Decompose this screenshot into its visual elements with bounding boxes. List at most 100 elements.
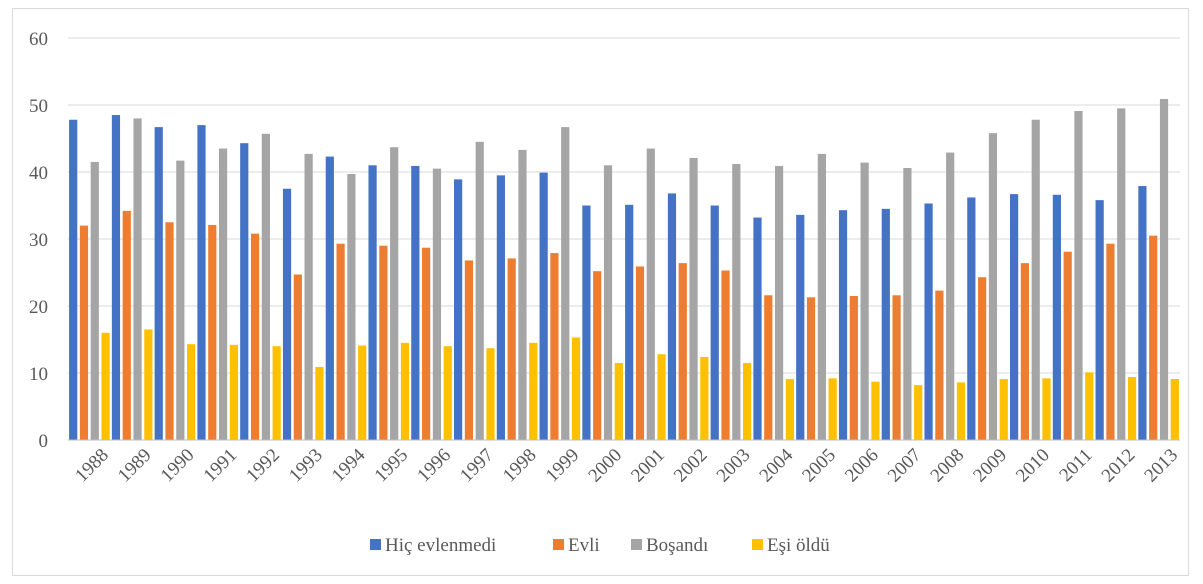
bar-evli-1989: [122, 210, 131, 440]
bar-hi-evlenmedi-2000: [582, 205, 591, 440]
bar-hi-evlenmedi-1991: [197, 125, 206, 440]
y-tick-label: 60: [29, 29, 48, 50]
bar-hi-evlenmedi-1998: [496, 175, 505, 440]
bar-hi-evlenmedi-1988: [69, 119, 78, 441]
bar-bo-and--2012: [1117, 108, 1126, 440]
legend-swatch: [752, 539, 763, 550]
bar-hi-evlenmedi-2003: [710, 205, 719, 440]
x-tick-label: 2005: [798, 445, 840, 487]
bar-e-i-ld--2010: [1042, 378, 1051, 440]
bar-evli-2009: [978, 277, 987, 440]
bar-e-i-ld--2011: [1085, 372, 1094, 440]
bar-evli-2000: [593, 271, 602, 440]
bar-bo-and--1989: [133, 118, 142, 441]
bar-evli-2006: [849, 295, 858, 440]
bar-hi-evlenmedi-1999: [539, 172, 548, 441]
bar-bo-and--2001: [646, 148, 655, 441]
bar-e-i-ld--1992: [272, 346, 281, 440]
bar-hi-evlenmedi-2006: [838, 210, 848, 440]
bar-e-i-ld--2008: [956, 382, 966, 440]
bar-bo-and--1995: [390, 147, 399, 440]
bar-e-i-ld--1995: [400, 342, 410, 440]
x-tick-label: 2003: [713, 445, 755, 487]
bar-hi-evlenmedi-1990: [154, 127, 163, 441]
bar-evli-2012: [1106, 243, 1115, 440]
bar-evli-2008: [935, 290, 944, 440]
bar-hi-evlenmedi-2009: [967, 197, 976, 440]
bar-e-i-ld--2007: [914, 385, 923, 440]
bar-bo-and--2013: [1159, 98, 1169, 440]
bar-e-i-ld--1990: [187, 344, 196, 440]
bar-evli-2002: [678, 263, 687, 440]
bar-evli-2005: [806, 297, 816, 440]
bar-e-i-ld--1991: [229, 344, 238, 440]
bar-bo-and--1994: [347, 174, 356, 440]
bar-evli-1990: [165, 222, 174, 440]
x-axis-ticks: 1988 1989 1990 1991 1992 1993 1994 1995 1996 1997…: [71, 444, 1182, 486]
x-tick-label: 1999: [542, 445, 584, 487]
bar-evli-1988: [79, 225, 89, 440]
y-axis-ticks: 0 10 20 30 40 50 60: [29, 29, 48, 452]
legend-swatch: [553, 539, 564, 550]
bar-e-i-ld--1999: [571, 337, 581, 440]
bar-bo-and--2004: [774, 165, 784, 440]
bar-evli-2013: [1149, 235, 1158, 440]
bar-hi-evlenmedi-2005: [796, 214, 805, 440]
x-tick-label: 2004: [756, 444, 798, 486]
bar-bo-and--1997: [475, 141, 484, 440]
y-tick-label: 40: [29, 163, 48, 184]
bar-bo-and--1988: [90, 161, 99, 440]
x-tick-label: 2008: [927, 445, 969, 487]
bar-hi-evlenmedi-2013: [1138, 186, 1147, 440]
bar-hi-evlenmedi-2008: [924, 203, 933, 440]
bar-e-i-ld--2005: [828, 378, 837, 440]
bar-e-i-ld--2003: [743, 362, 752, 440]
x-tick-label: 2013: [1140, 445, 1182, 487]
legend-label: Boşandı: [646, 535, 708, 556]
bar-hi-evlenmedi-2010: [1010, 194, 1019, 440]
bar-e-i-ld--2009: [999, 379, 1008, 440]
bar-hi-evlenmedi-2001: [625, 204, 634, 440]
bar-evli-1994: [336, 243, 345, 440]
bar-evli-2004: [764, 295, 773, 440]
bar-bo-and--1990: [176, 160, 185, 441]
bar-bo-and--2007: [903, 167, 912, 441]
bar-bo-and--2006: [860, 162, 869, 440]
bar-hi-evlenmedi-1992: [240, 143, 249, 440]
bar-e-i-ld--2012: [1127, 377, 1137, 440]
bar-evli-1998: [507, 258, 516, 440]
bar-e-i-ld--1989: [144, 329, 153, 440]
bar-e-i-ld--2013: [1170, 379, 1179, 440]
bar-evli-1995: [379, 245, 388, 440]
legend-swatch: [370, 539, 381, 550]
y-tick-label: 0: [39, 431, 49, 452]
bar-hi-evlenmedi-2002: [667, 193, 677, 440]
bar-bo-and--2011: [1074, 111, 1083, 440]
x-tick-label: 2006: [841, 445, 883, 487]
x-tick-label: 1996: [413, 445, 455, 487]
bar-hi-evlenmedi-2007: [881, 208, 890, 440]
x-tick-label: 2012: [1098, 445, 1140, 487]
bar-bo-and--1999: [561, 127, 570, 441]
bar-hi-evlenmedi-1994: [325, 156, 334, 440]
bar-e-i-ld--2001: [657, 354, 666, 440]
bar-bo-and--2000: [603, 165, 613, 441]
bar-evli-2011: [1063, 251, 1072, 440]
bar-bo-and--2010: [1031, 119, 1040, 441]
x-tick-label: 1998: [499, 445, 541, 487]
bar-bo-and--1992: [261, 133, 270, 440]
x-tick-label: 1990: [157, 445, 199, 487]
bar-bo-and--2008: [946, 152, 955, 440]
y-tick-label: 20: [29, 297, 48, 318]
bar-bo-and--2003: [732, 163, 741, 440]
legend-label: Evli: [568, 535, 600, 556]
bar-bo-and--1996: [432, 168, 442, 440]
bar-e-i-ld--1988: [101, 332, 110, 440]
bar-evli-2007: [892, 295, 901, 440]
bar-hi-evlenmedi-1997: [454, 179, 463, 440]
bar-bo-and--1998: [518, 149, 527, 440]
legend-label: Hiç evlenmedi: [385, 535, 496, 556]
bar-evli-2010: [1020, 263, 1030, 440]
bar-e-i-ld--1994: [358, 345, 367, 440]
x-tick-label: 1988: [71, 445, 113, 487]
